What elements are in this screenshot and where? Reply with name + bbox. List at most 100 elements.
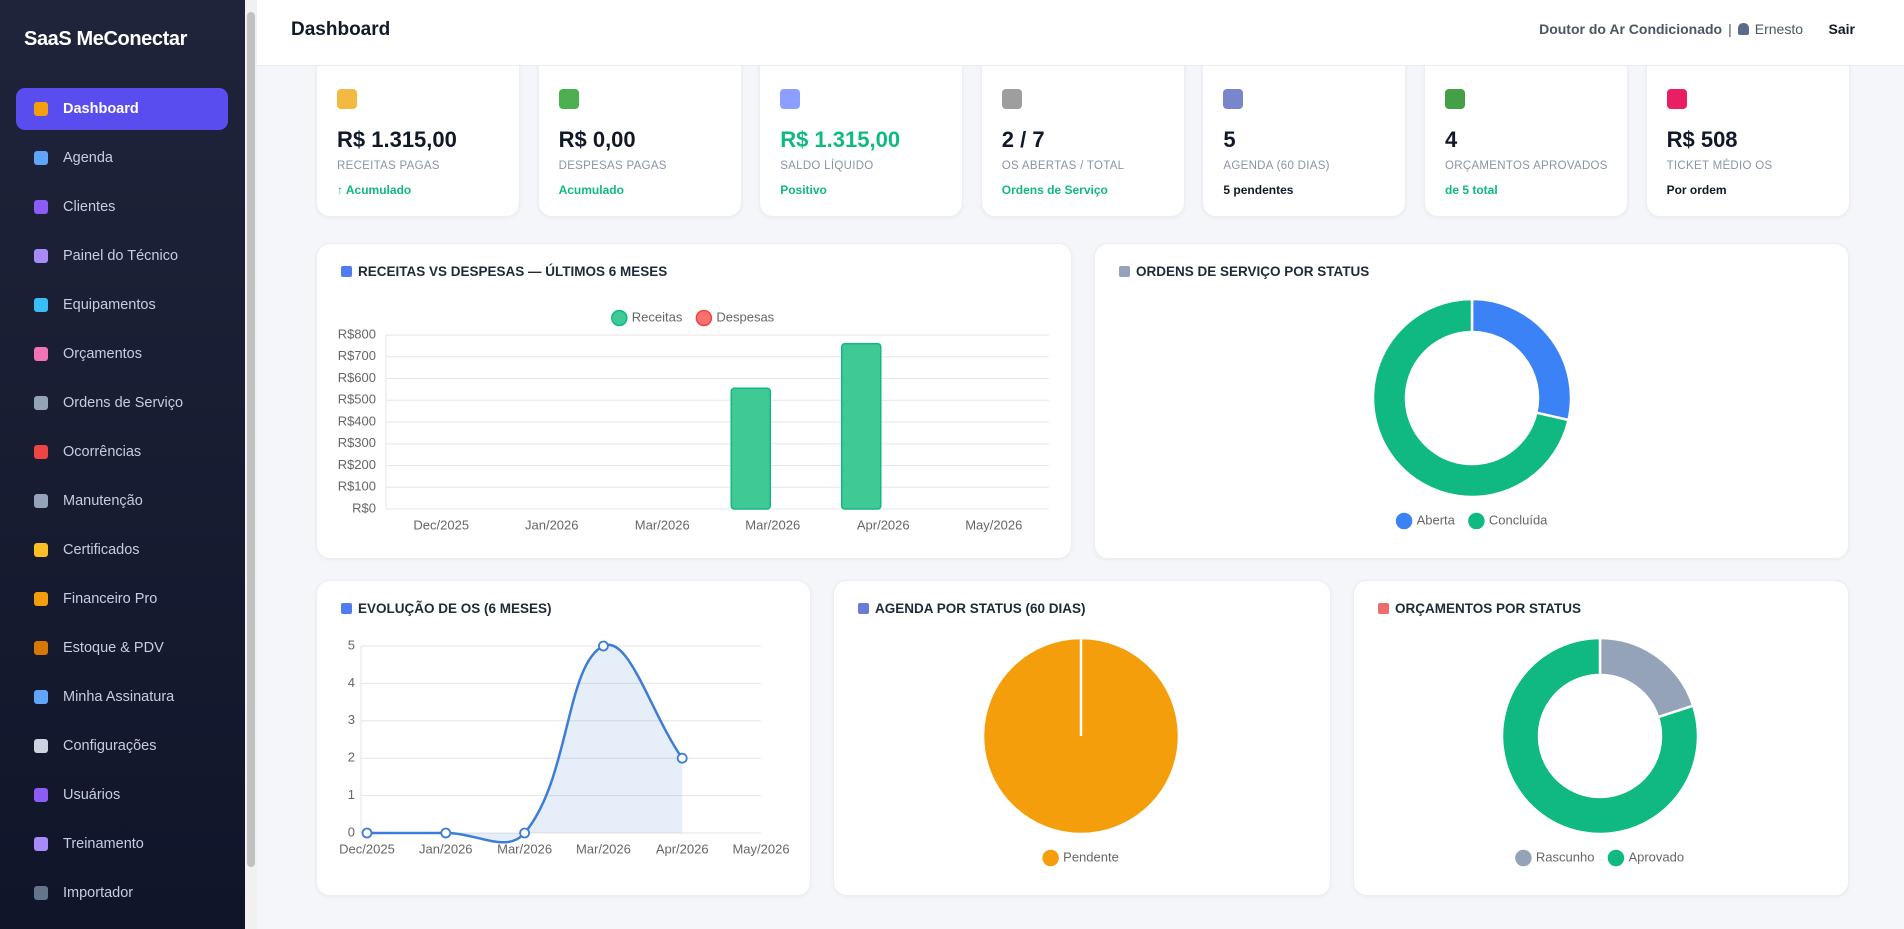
chart-title: EVOLUÇÃO DE OS (6 MESES) — [341, 601, 552, 616]
nav-label: Manutenção — [63, 493, 143, 509]
chart-card: RECEITAS VS DESPESAS — ÚLTIMOS 6 MESES — [316, 243, 1072, 559]
nav-label: Ordens de Serviço — [63, 395, 184, 411]
nav-icon — [34, 788, 48, 802]
nav-label: Estoque & PDV — [63, 640, 164, 656]
nav-item[interactable]: Certificados — [16, 529, 228, 571]
kpi-label: AGENDA (60 DIAS) — [1223, 160, 1330, 172]
kpi-card: 5 AGENDA (60 DIAS) 5 pendentes — [1202, 40, 1407, 217]
nav-icon — [34, 298, 48, 312]
chart-title-text: ORDENS DE SERVIÇO POR STATUS — [1136, 264, 1370, 279]
nav-label: Configurações — [63, 738, 157, 754]
nav-label: Dashboard — [63, 101, 139, 117]
nav-item[interactable]: Usuários — [16, 774, 228, 816]
kpi-note: Por ordem — [1666, 183, 1727, 197]
nav-label: Orçamentos — [63, 346, 142, 362]
kpi-value: R$ 1.315,00 — [337, 127, 457, 152]
kpi-card: R$ 0,00 DESPESAS PAGAS Acumulado — [537, 40, 742, 217]
chart-card: ORDENS DE SERVIÇO POR STATUS — [1094, 243, 1849, 559]
nav-item[interactable]: Orçamentos — [16, 333, 228, 375]
kpi-value: R$ 1.315,00 — [780, 127, 901, 152]
chart-title: RECEITAS VS DESPESAS — ÚLTIMOS 6 MESES — [341, 264, 667, 279]
kpi-note: Ordens de Serviço — [1001, 183, 1108, 197]
nav-label: Ocorrências — [63, 444, 142, 460]
nav-item[interactable]: Importador — [16, 872, 228, 914]
user-icon — [1737, 23, 1749, 35]
account: Doutor do Ar Condicionado | Ernesto — [1539, 21, 1803, 37]
nav-item[interactable]: Ordens de Serviço — [16, 382, 228, 424]
nav-icon — [34, 641, 48, 655]
kpi-value: R$ 0,00 — [558, 127, 636, 152]
kpi-icon — [1666, 89, 1687, 109]
kpi-note: de 5 total — [1445, 183, 1498, 197]
kpi-label: ORÇAMENTOS APROVADOS — [1445, 160, 1608, 172]
header: Dashboard Doutor do Ar Condicionado | Er… — [257, 0, 1904, 66]
kpi-card: R$ 1.315,00 SALDO LÍQUIDO Positivo — [759, 40, 964, 217]
company: Doutor do Ar Condicionado — [1539, 21, 1723, 37]
kpi-icon — [1001, 89, 1022, 109]
nav-item[interactable]: Painel do Técnico — [16, 235, 228, 277]
kpi-card: 4 ORÇAMENTOS APROVADOS de 5 total — [1424, 40, 1628, 217]
chart-title: ORDENS DE SERVIÇO POR STATUS — [1119, 264, 1369, 279]
nav-item[interactable]: Financeiro Pro — [16, 578, 228, 620]
chart-card: AGENDA POR STATUS (60 DIAS) — [833, 580, 1331, 896]
nav-item[interactable]: Configurações — [16, 725, 228, 767]
chart-card: EVOLUÇÃO DE OS (6 MESES) — [316, 580, 811, 896]
kpi-card: R$ 508 TICKET MÉDIO OS Por ordem — [1645, 40, 1850, 217]
nav-label: Treinamento — [63, 836, 144, 852]
nav-item[interactable]: Manutenção — [16, 480, 228, 522]
nav-icon — [34, 690, 48, 704]
nav-item[interactable]: Dashboard — [16, 88, 228, 130]
kpi-icon — [780, 89, 801, 109]
kpi-label: TICKET MÉDIO OS — [1666, 160, 1773, 172]
nav-label: Financeiro Pro — [63, 591, 158, 607]
chart-title-icon — [341, 266, 352, 277]
nav-icon — [34, 886, 48, 900]
sidebar: SaaS MeConectar Dashboard Agenda Clientes P… — [0, 0, 245, 929]
chart-title-text: AGENDA POR STATUS (60 DIAS) — [875, 601, 1086, 616]
chart-title-text: EVOLUÇÃO DE OS (6 MESES) — [358, 601, 552, 616]
logout[interactable]: Sair — [1828, 21, 1855, 37]
chart-title-icon — [1378, 603, 1389, 614]
nav-icon — [34, 151, 48, 165]
nav-icon — [34, 102, 48, 116]
nav-item[interactable]: Minha Assinatura — [16, 676, 228, 718]
page-title: Dashboard — [291, 19, 391, 40]
kpi-label: SALDO LÍQUIDO — [780, 160, 874, 172]
nav-icon — [34, 543, 48, 557]
nav-item[interactable]: Ocorrências — [16, 431, 228, 473]
nav-label: Agenda — [63, 150, 113, 166]
scrollbar-thumb[interactable] — [247, 12, 255, 867]
nav-label: Painel do Técnico — [63, 248, 179, 264]
nav-item[interactable]: Estoque & PDV — [16, 627, 228, 669]
nav-label: Certificados — [63, 542, 140, 558]
kpi-note: 5 pendentes — [1223, 183, 1294, 197]
kpi-note: ↑ Acumulado — [337, 183, 412, 197]
kpi-label: OS ABERTAS / TOTAL — [1001, 160, 1125, 172]
nav-icon — [34, 347, 48, 361]
kpi-label: DESPESAS PAGAS — [558, 160, 667, 172]
kpi-icon — [1445, 89, 1465, 109]
nav-item[interactable]: Agenda — [16, 137, 228, 179]
kpi-value: 4 — [1445, 127, 1458, 152]
nav-icon — [34, 739, 48, 753]
nav-label: Clientes — [63, 199, 116, 215]
kpi-card: 2 / 7 OS ABERTAS / TOTAL Ordens de Serviço — [980, 40, 1185, 217]
chart-card: ORÇAMENTOS POR STATUS — [1353, 580, 1849, 896]
nav-label: Equipamentos — [63, 297, 156, 313]
nav-item[interactable]: Treinamento — [16, 823, 228, 865]
nav-icon — [34, 494, 48, 508]
chart-title-text: RECEITAS VS DESPESAS — ÚLTIMOS 6 MESES — [358, 264, 668, 279]
kpi-value: R$ 508 — [1666, 127, 1738, 152]
nav-item[interactable]: Equipamentos — [16, 284, 228, 326]
chart-title-icon — [858, 603, 869, 614]
nav-icon — [34, 200, 48, 214]
nav-item[interactable]: Clientes — [16, 186, 228, 228]
chart-title: AGENDA POR STATUS (60 DIAS) — [858, 601, 1086, 616]
brand: SaaS MeConectar — [24, 28, 187, 50]
kpi-icon — [1223, 89, 1244, 109]
chart-title: ORÇAMENTOS POR STATUS — [1378, 601, 1581, 616]
kpi-value: 2 / 7 — [1001, 127, 1045, 152]
nav-label: Minha Assinatura — [63, 689, 175, 705]
